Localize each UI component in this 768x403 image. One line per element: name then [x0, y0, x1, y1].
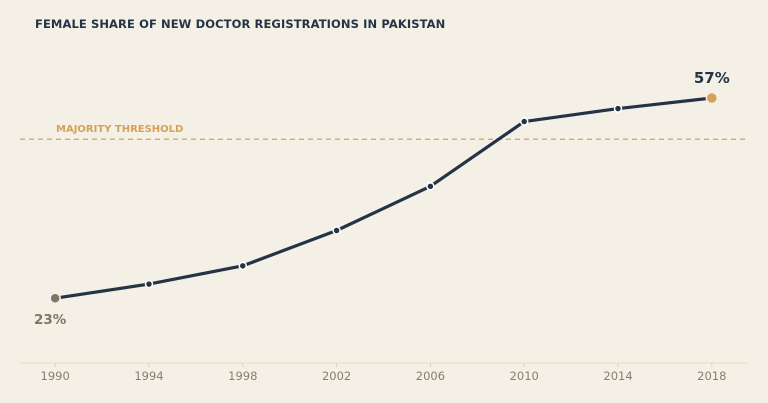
x-tick-label: 2018 [697, 369, 726, 383]
x-tick-label: 2010 [510, 369, 539, 383]
x-tick-label: 2006 [416, 369, 445, 383]
x-tick-label: 1998 [228, 369, 257, 383]
end-value-label: 57% [694, 69, 730, 87]
data-point [238, 261, 248, 271]
chart-title: FEMALE SHARE OF NEW DOCTOR REGISTRATIONS… [35, 17, 446, 31]
series-line [53, 96, 714, 300]
end-point [705, 91, 719, 105]
data-point [426, 182, 435, 191]
x-tick-label: 1990 [41, 369, 70, 383]
x-tick-label: 2014 [603, 369, 632, 383]
data-point [144, 279, 154, 289]
reference-label: MAJORITY THRESHOLD [56, 124, 183, 135]
data-point [613, 104, 623, 113]
x-tick-label: 1994 [134, 369, 163, 383]
start-value-label: 23% [34, 312, 67, 328]
x-tick-label: 2002 [322, 369, 351, 383]
data-point [332, 226, 341, 235]
start-point [49, 292, 61, 304]
data-point [519, 117, 529, 126]
